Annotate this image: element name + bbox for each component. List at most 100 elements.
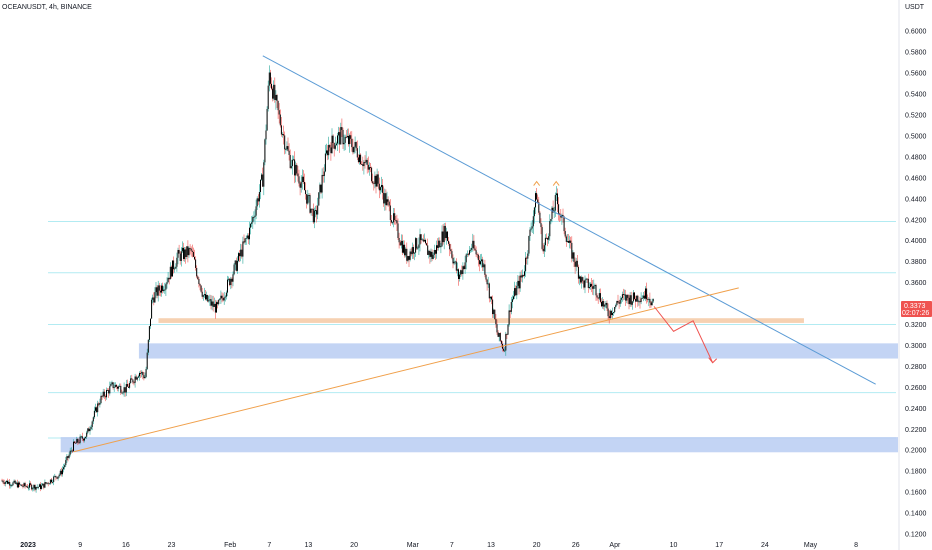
candle-body	[648, 298, 650, 300]
candle-body	[447, 231, 448, 241]
top-marker-1	[533, 180, 541, 186]
candle-body	[601, 301, 602, 307]
candle-body	[477, 254, 479, 261]
candle-body	[84, 438, 85, 441]
candle-body	[202, 295, 204, 297]
candle-body	[379, 187, 381, 191]
candle-body	[108, 390, 110, 394]
candle-body	[199, 283, 201, 286]
candle-body	[513, 296, 514, 300]
candle-body	[521, 274, 523, 278]
trendlines-layer	[73, 55, 876, 453]
candle-body	[634, 292, 635, 299]
y-tick-label: 0.1200	[905, 532, 927, 539]
candle-body	[52, 482, 54, 483]
candle-body	[641, 298, 643, 299]
candle-body	[141, 372, 143, 374]
candle-body	[177, 249, 179, 258]
candle-body	[533, 207, 535, 217]
candle-body	[137, 376, 139, 378]
candle-body	[269, 72, 271, 84]
candle-body	[271, 83, 272, 89]
candle-body	[631, 301, 633, 305]
candle-body	[300, 182, 302, 188]
candle-body	[414, 252, 415, 254]
candle-body	[208, 300, 210, 302]
y-tick-label: 0.4400	[905, 196, 927, 203]
candle-body	[87, 428, 89, 433]
candle-body	[221, 295, 223, 299]
candle-body	[35, 486, 37, 490]
candle-body	[144, 376, 146, 379]
candle-body	[353, 146, 355, 153]
candle-body	[242, 241, 244, 257]
candle-body	[172, 260, 173, 277]
candle-body	[480, 261, 481, 265]
candle-body	[169, 266, 171, 280]
candle-body	[587, 278, 589, 288]
candle-body	[206, 295, 208, 300]
candle-body	[302, 176, 304, 183]
candle-body	[344, 136, 346, 143]
candle-body	[405, 248, 407, 256]
candle-body	[31, 484, 33, 490]
candle-body	[381, 185, 382, 188]
candle-body	[164, 289, 166, 291]
candle-body	[278, 110, 280, 115]
support-zone-2	[138, 343, 899, 359]
candle-body	[426, 243, 428, 246]
candle-body	[280, 125, 282, 135]
candle-body	[639, 301, 641, 303]
candle-body	[431, 251, 433, 259]
candle-body	[33, 484, 35, 489]
candle-body	[195, 259, 197, 268]
candle-body	[475, 250, 477, 255]
candle-body	[64, 465, 66, 468]
candle-body	[272, 88, 274, 99]
candle-body	[191, 250, 193, 252]
candle-body	[118, 386, 120, 389]
candle-body	[238, 253, 239, 261]
candle-body	[408, 256, 410, 260]
candle-body	[423, 239, 425, 242]
candle-body	[103, 391, 105, 397]
candle-body	[21, 484, 23, 487]
candle-body	[354, 142, 356, 147]
candle-body	[335, 143, 337, 146]
candle-body	[536, 193, 538, 200]
candle-body	[332, 135, 334, 143]
candle-body	[129, 383, 131, 388]
candle-body	[418, 244, 420, 248]
candle-body	[356, 148, 358, 158]
candle-body	[627, 294, 629, 298]
candle-body	[345, 136, 347, 138]
candle-body	[544, 237, 546, 246]
candle-body	[401, 240, 403, 253]
candle-body	[12, 482, 14, 486]
y-axis[interactable]: 0.6000 0.5800 0.5600 0.5400 0.5200 0.5000 0.48…	[905, 29, 927, 539]
candle-body	[205, 294, 206, 300]
candle-body	[128, 386, 129, 388]
candle-body	[240, 249, 242, 257]
candle-body	[274, 84, 276, 101]
candle-body	[531, 226, 533, 229]
last-price-tag-bg	[901, 301, 932, 317]
y-tick-label: 0.6000	[905, 29, 927, 36]
candle-body	[131, 378, 133, 380]
candle-body	[399, 242, 401, 246]
candle-body	[445, 231, 447, 239]
candle-body	[499, 333, 501, 341]
candle-body	[123, 387, 125, 393]
candle-body	[436, 245, 437, 254]
candle-body	[524, 271, 525, 276]
x-axis[interactable]: 2023 9 16 23 Feb 7 13 20 Mar 7 13 20 26 Apr 10 17 24 May 8	[20, 542, 858, 549]
candle-body	[598, 293, 600, 299]
candle-body	[112, 382, 114, 388]
candle-body	[459, 274, 461, 279]
candle-body	[257, 198, 259, 202]
resistance-zone-1	[158, 318, 804, 323]
y-tick-label: 0.5400	[905, 92, 927, 99]
candle-body	[65, 460, 67, 466]
candle-body	[392, 222, 393, 224]
